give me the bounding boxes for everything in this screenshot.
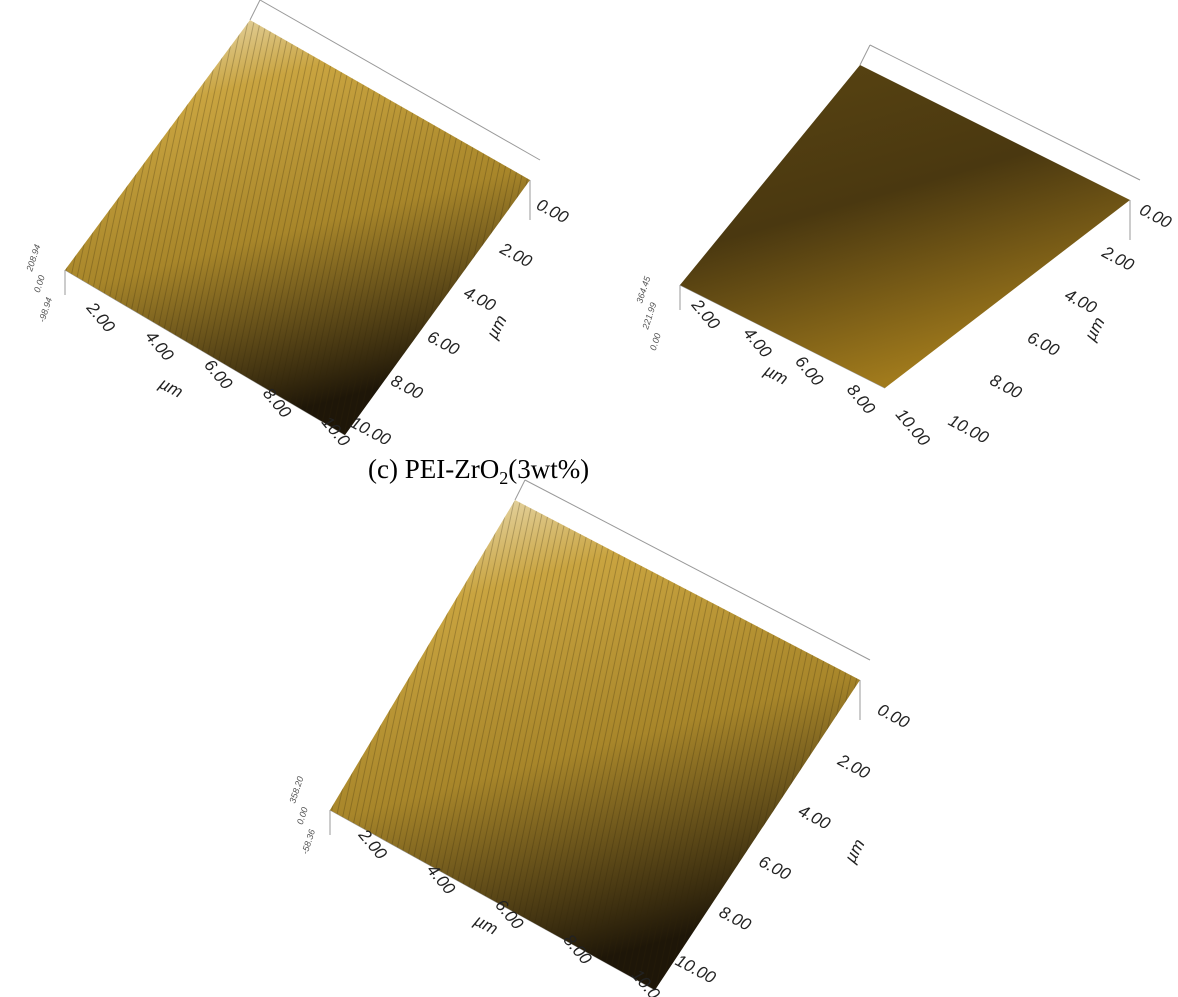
tick-label: 6.00 [791,352,827,390]
z-tick-label: 364.45 [634,274,652,304]
caption: (c) PEI-ZrO2(3wt%) [368,454,589,488]
tick-label: 2.00 [834,750,873,783]
tick-label: 10.00 [672,951,719,988]
z-tick-label: 0.00 [32,274,47,294]
axis-frame [860,45,870,65]
z-tick-label: 208.94 [24,243,42,273]
tick-label: 4.00 [461,283,500,316]
tick-label: 0.00 [1136,200,1175,233]
tick-label: 2.00 [82,298,119,337]
tick-label: 8.00 [843,380,879,418]
axis-unit: µm [482,312,510,343]
tick-label: 8.00 [987,370,1026,403]
axis-unit: µm [470,910,501,938]
caption-subscript: 2 [499,468,508,488]
tick-label: 0.00 [533,195,572,228]
figure: (c) PEI-ZrO2(3wt%) 0.002.004.006.008.001… [0,0,1178,997]
caption-text: (c) PEI-ZrO [368,454,499,484]
tick-label: 2.00 [496,238,535,271]
tick-label: 2.00 [1098,242,1137,275]
tick-label: 6.00 [424,327,463,360]
tick-label: 6.00 [756,852,795,885]
axis-unit: µm [1080,314,1108,345]
tick-label: 8.00 [388,371,427,404]
surface-texture [330,500,860,990]
tick-label: 0.00 [874,700,913,733]
z-tick-label: -58.36 [300,828,317,855]
tick-label: 8.00 [716,902,755,935]
surface-texture [65,20,530,435]
z-tick-label: 221.99 [640,301,658,331]
z-tick-label: 0.00 [648,332,663,352]
z-tick-label: -98.94 [37,296,54,323]
caption-text: (3wt%) [508,454,589,484]
axis-unit: µm [155,373,186,401]
tick-label: 10.00 [945,411,992,448]
tick-label: 10.00 [347,413,394,450]
axis-unit: µm [760,360,791,388]
tick-label: 6.00 [1024,328,1063,361]
z-tick-label: 358.20 [287,775,305,804]
axis-unit: µm [840,836,868,867]
axis-frame [250,0,260,20]
tick-label: 4.00 [1062,285,1101,318]
tick-label: 10.00 [892,405,934,450]
tick-label: 4.00 [795,801,834,834]
z-tick-label: 0.00 [295,806,310,826]
